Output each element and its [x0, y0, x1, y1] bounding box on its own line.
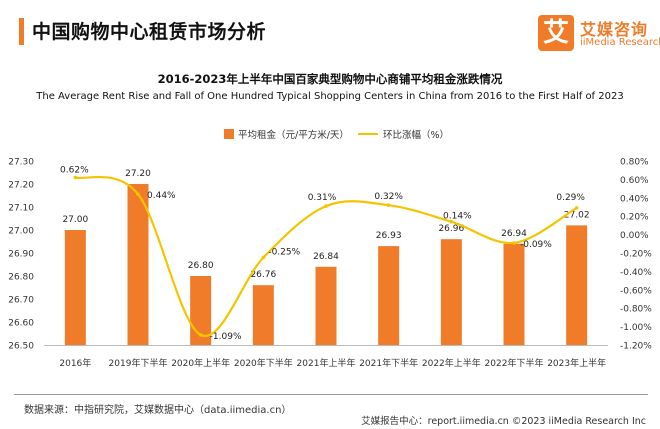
y-left-tick-label: 26.80 — [8, 273, 34, 283]
bar-value-label: 26.96 — [438, 224, 464, 234]
x-tick-label: 2021年上半年 — [297, 357, 356, 369]
y-left-tick-label: 27.10 — [8, 204, 34, 214]
y-left-tick-label: 27.00 — [8, 227, 34, 237]
line-value-label: 0.44% — [147, 191, 176, 201]
footer-divider — [14, 394, 648, 395]
line-point — [261, 255, 266, 260]
bar — [315, 266, 337, 345]
line-value-label: -1.09% — [210, 332, 242, 342]
x-tick-label: 2022年下半年 — [485, 357, 544, 369]
iimedia-logo: 艾 艾媒咨询 iiMedia Research — [538, 15, 660, 55]
bar — [190, 276, 212, 345]
y-right-tick-label: 0.20% — [620, 213, 649, 223]
y-left-tick-label: 26.70 — [8, 296, 34, 306]
line-point — [198, 333, 203, 337]
bar — [378, 246, 400, 345]
y-right-tick-label: -0.20% — [620, 250, 652, 260]
line-point — [324, 204, 328, 208]
footer-source: 数据来源：中指研究院，艾媒数据中心（data.iimedia.cn） — [24, 405, 292, 416]
bar-value-label: 26.93 — [376, 231, 402, 241]
footer-copyright: 艾媒报告中心：report.iimedia.cn ©2023 iiMedia R… — [361, 416, 646, 427]
bar-value-label: 27.00 — [62, 215, 88, 225]
y-left-tick-label: 26.50 — [8, 342, 34, 352]
bar-value-label: 26.76 — [250, 270, 276, 280]
line-point — [386, 203, 391, 207]
legend-label-bar: 平均租金（元/平方米/天） — [238, 129, 349, 141]
line-series — [75, 175, 578, 338]
y-right-tick-label: 0.00% — [620, 231, 649, 241]
line-value-label: 0.29% — [556, 193, 585, 203]
y-left-tick-label: 26.90 — [8, 250, 34, 260]
bar — [566, 225, 588, 345]
y-right-tick-label: 0.40% — [620, 194, 649, 204]
y-left-tick-label: 27.30 — [8, 158, 34, 168]
line-value-label: 0.14% — [443, 212, 472, 222]
y-right-tick-label: 0.60% — [620, 176, 649, 186]
bar-value-label: 26.80 — [188, 261, 214, 271]
y-left-tick-label: 26.60 — [8, 319, 34, 329]
line-point — [449, 219, 454, 224]
x-tick-label: 2019年下半年 — [109, 357, 168, 369]
y-right-tick-label: -1.20% — [620, 342, 652, 352]
line-value-label: 0.32% — [374, 192, 403, 202]
bar — [503, 243, 525, 345]
x-tick-label: 2021年下半年 — [359, 357, 418, 369]
line-value-label: -0.09% — [520, 240, 552, 250]
x-tick-label: 2020年上半年 — [171, 357, 230, 369]
bar-value-label: 26.94 — [501, 229, 527, 239]
logo-name-cn: 艾媒咨询 — [580, 20, 649, 39]
line-point — [512, 241, 516, 245]
line-value-label: 0.31% — [308, 193, 337, 203]
line-point — [73, 175, 78, 180]
bar-value-label: 26.84 — [313, 252, 339, 262]
line-value-label: 0.62% — [60, 166, 89, 176]
x-tick-label: 2020年下半年 — [234, 357, 293, 369]
x-tick-label: 2016年 — [59, 357, 91, 369]
bar — [64, 230, 86, 345]
line-point — [574, 206, 579, 210]
y-right-tick-label: -0.60% — [620, 286, 652, 296]
y-right-tick-label: 0.80% — [620, 158, 649, 168]
line-point — [136, 192, 140, 196]
x-tick-label: 2022年上半年 — [422, 357, 481, 369]
y-right-tick-label: -0.80% — [620, 305, 652, 315]
bar — [440, 239, 462, 345]
bar-value-label: 27.20 — [125, 169, 151, 179]
logo-mark: 艾 — [538, 15, 574, 51]
chart-title: 2016-2023年上半年中国百家典型购物中心商铺平均租金涨跌情况 — [157, 72, 503, 86]
bar-value-label: 27.02 — [564, 210, 590, 220]
y-left-tick-label: 27.20 — [8, 181, 34, 191]
x-tick-label: 2023年上半年 — [547, 357, 606, 369]
logo-name-en: iiMedia Research — [580, 37, 660, 48]
y-right-tick-label: -0.40% — [620, 268, 652, 278]
line-value-label: -0.25% — [268, 248, 300, 258]
chart-subtitle: The Average Rent Rise and Fall of One Hu… — [36, 91, 624, 102]
legend-label-line: 环比涨幅（%） — [383, 129, 449, 141]
bar — [252, 285, 274, 345]
y-right-tick-label: -1.00% — [620, 323, 652, 333]
bar — [127, 184, 149, 345]
page-title: 中国购物中心租赁市场分析 — [32, 21, 267, 43]
header-accent-bar — [19, 18, 24, 45]
legend-swatch-bar — [224, 129, 234, 139]
